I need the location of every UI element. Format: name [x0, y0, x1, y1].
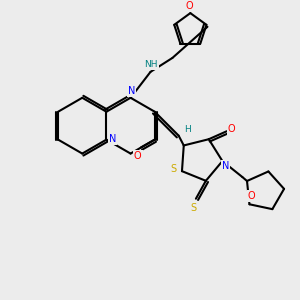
Text: S: S: [191, 203, 197, 213]
Text: N: N: [109, 134, 116, 144]
Text: O: O: [134, 151, 142, 160]
Text: NH: NH: [145, 60, 158, 69]
Text: O: O: [185, 1, 193, 11]
Text: N: N: [128, 86, 135, 96]
Text: S: S: [170, 164, 176, 174]
Text: H: H: [184, 125, 191, 134]
Text: O: O: [228, 124, 236, 134]
Text: O: O: [248, 191, 255, 201]
Text: N: N: [222, 161, 229, 171]
